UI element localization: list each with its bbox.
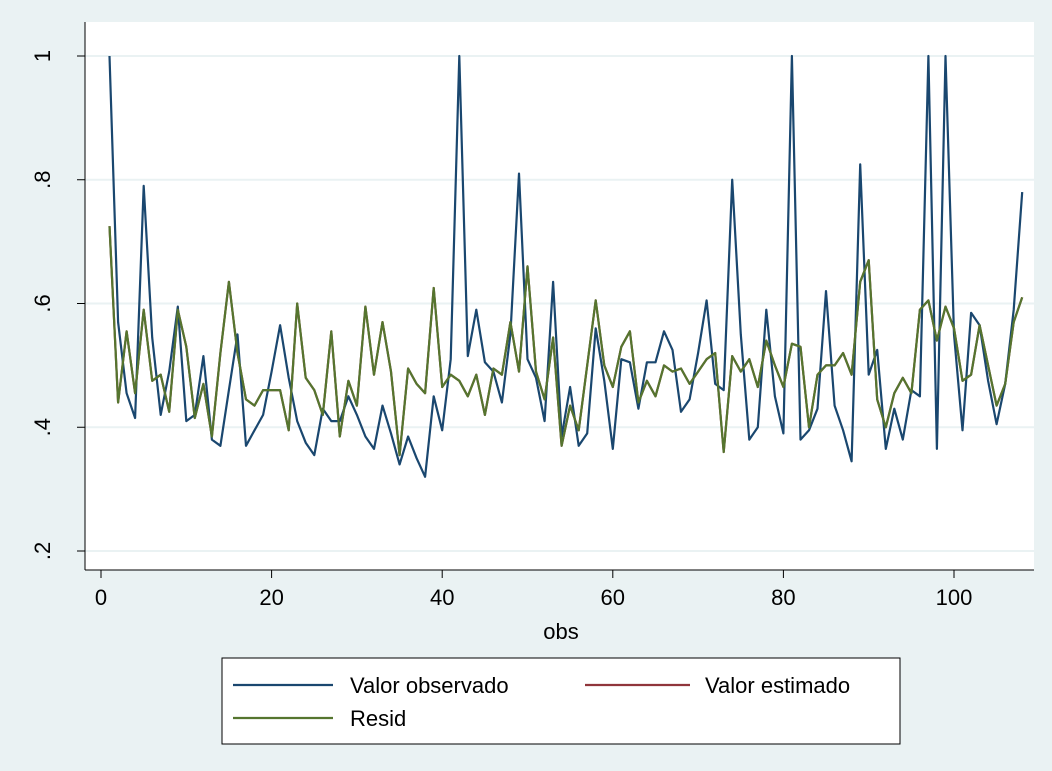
- legend-label: Valor observado: [350, 673, 509, 698]
- x-tick-label: 40: [430, 585, 454, 610]
- x-tick-label: 20: [259, 585, 283, 610]
- y-tick-label: 1: [30, 50, 55, 62]
- y-tick-label: .4: [30, 418, 55, 436]
- legend: Valor observado Valor estimado Resid: [221, 657, 901, 745]
- x-tick-label: 80: [771, 585, 795, 610]
- x-axis-title: obs: [543, 619, 578, 644]
- series-line-resid: [108, 226, 1024, 457]
- y-tick-label: .8: [30, 171, 55, 189]
- y-tick-label: .2: [30, 542, 55, 560]
- legend-label: Resid: [350, 706, 406, 731]
- legend-label: Valor estimado: [705, 673, 850, 698]
- legend-box: [221, 657, 901, 745]
- series-line-valor-observado: [108, 54, 1024, 478]
- y-tick-label: .6: [30, 294, 55, 312]
- plot-area: [85, 22, 1034, 570]
- axes: .2 .4 .6 .8 1 0 20 40 60 80 100: [30, 22, 1034, 610]
- series-layer: [108, 54, 1024, 478]
- x-tick-label: 0: [95, 585, 107, 610]
- x-tick-label: 60: [601, 585, 625, 610]
- x-tick-label: 100: [936, 585, 973, 610]
